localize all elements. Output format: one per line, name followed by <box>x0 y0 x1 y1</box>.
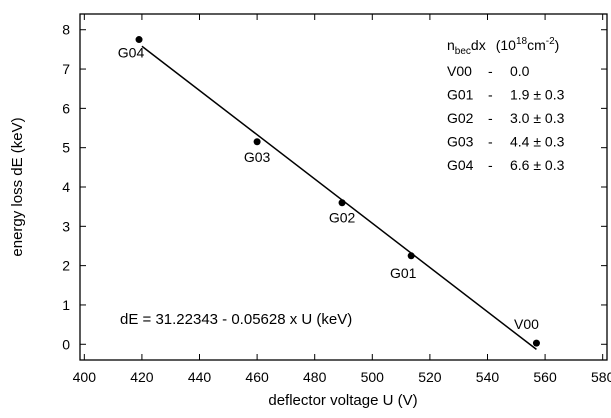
table-header-part: bec <box>455 46 471 57</box>
table-value: 3.0 ± 0.3 <box>510 110 565 126</box>
y-tick-label: 5 <box>62 140 70 156</box>
point-label: G01 <box>390 265 417 281</box>
y-tick-label: 6 <box>62 100 70 116</box>
table-value: 6.6 ± 0.3 <box>510 157 565 173</box>
x-tick-label: 540 <box>476 369 500 385</box>
y-tick-label: 0 <box>62 336 70 352</box>
x-tick-label: 460 <box>245 369 269 385</box>
point-label: G04 <box>118 45 145 61</box>
data-point <box>253 138 261 146</box>
point-label: V00 <box>514 316 539 332</box>
y-tick-label: 8 <box>62 22 70 38</box>
y-tick-label: 7 <box>62 61 70 77</box>
fit-line <box>141 45 537 350</box>
point-label: G03 <box>244 149 271 165</box>
table-sample: V00 <box>447 63 472 79</box>
x-tick-label: 400 <box>73 369 97 385</box>
table-value: 0.0 <box>510 63 530 79</box>
table-value: 4.4 ± 0.3 <box>510 134 565 150</box>
table-header-part: cm <box>527 37 546 53</box>
table-sample: G04 <box>447 157 474 173</box>
table-sample: G03 <box>447 134 474 150</box>
table-header-part: ) <box>555 37 560 53</box>
table-value: 1.9 ± 0.3 <box>510 87 565 103</box>
table-header-part: -2 <box>546 36 555 47</box>
x-tick-label: 500 <box>361 369 385 385</box>
table-header-part: dx <box>471 37 486 53</box>
x-tick-label: 480 <box>303 369 327 385</box>
x-axis-label: deflector voltage U (V) <box>268 392 417 409</box>
x-tick-label: 580 <box>591 369 611 385</box>
x-tick-label: 440 <box>188 369 212 385</box>
x-tick-label: 520 <box>418 369 442 385</box>
point-label: G02 <box>329 210 356 226</box>
table-dash: - <box>488 110 493 126</box>
table-sample: G01 <box>447 87 474 103</box>
data-point <box>135 36 143 44</box>
y-axis-label: energy loss dE (keV) <box>9 117 26 256</box>
data-point <box>532 339 540 347</box>
table-dash: - <box>488 134 493 150</box>
table-header-part: (10 <box>496 37 516 53</box>
fit-label: dE = 31.22343 - 0.05628 x U (keV) <box>120 311 352 328</box>
table-dash: - <box>488 63 493 79</box>
table-header-part: n <box>447 37 455 53</box>
x-tick-label: 560 <box>533 369 557 385</box>
table-dash: - <box>488 157 493 173</box>
table-header: nbecdx (1018cm-2) <box>447 36 559 57</box>
y-tick-label: 2 <box>62 258 70 274</box>
y-tick-label: 4 <box>62 179 70 195</box>
table-header-part: 18 <box>516 36 528 47</box>
table-sample: G02 <box>447 110 474 126</box>
x-tick-label: 420 <box>130 369 154 385</box>
y-tick-label: 1 <box>62 297 70 313</box>
table-dash: - <box>488 87 493 103</box>
y-tick-label: 3 <box>62 218 70 234</box>
